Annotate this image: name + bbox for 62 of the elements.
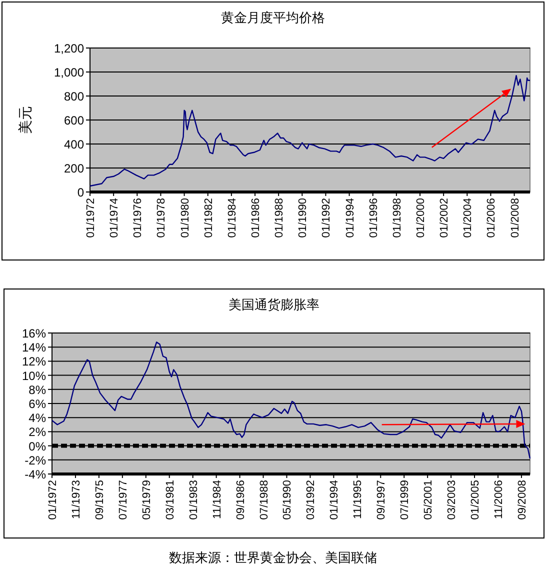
x-tick-label: 01/2000 [415, 198, 427, 238]
x-tick-label: 05/1990 [282, 480, 294, 520]
x-tick-label: 07/1988 [258, 480, 270, 520]
y-tick-label: 1,200 [54, 42, 84, 56]
y-tick-label: 6% [28, 397, 46, 411]
x-tick-label: 01/2002 [438, 198, 451, 238]
x-tick-label: 11/1995 [352, 480, 364, 519]
x-tick-label: 01/1984 [226, 198, 238, 238]
x-tick-label: 11/1973 [70, 480, 82, 519]
x-tick-label: 01/1994 [344, 198, 356, 238]
y-tick-label: 200 [64, 162, 84, 176]
x-tick-label: 03/2003 [446, 480, 458, 520]
y-tick-label: 800 [64, 90, 84, 104]
y-tick-label: 14% [22, 340, 46, 355]
x-tick-label: 11/2006 [492, 480, 505, 519]
y-tick-label: 400 [64, 138, 84, 152]
x-tick-label: 01/1978 [156, 198, 168, 238]
x-tick-label: 01/1983 [188, 480, 200, 520]
x-tick-label: 01/1982 [202, 198, 215, 238]
x-tick-label: 01/1980 [179, 198, 192, 238]
x-tick-label: 03/1992 [305, 480, 318, 520]
y-tick-label: 0 [77, 186, 84, 200]
x-tick-label: 01/2008 [509, 198, 522, 238]
x-tick-label: 05/1979 [140, 480, 153, 520]
x-tick-label: 01/1976 [132, 198, 144, 238]
x-tick-label: 01/1972 [47, 480, 59, 520]
x-tick-label: 09/1997 [376, 480, 388, 520]
y-tick-label: 600 [64, 114, 84, 128]
x-tick-label: 03/1981 [164, 480, 176, 520]
y-tick-label: 1,000 [54, 66, 84, 80]
x-tick-label: 01/1972 [85, 198, 97, 238]
y-tick-label: -2% [24, 453, 46, 468]
x-tick-label: 01/2006 [486, 198, 498, 238]
y-tick-label: 0% [28, 439, 46, 454]
y-axis-title: 美元 [17, 106, 33, 134]
x-tick-label: 09/2008 [516, 480, 528, 520]
x-tick-label: 01/2005 [470, 480, 482, 520]
x-tick-label: 01/1998 [391, 198, 404, 238]
chart-title: 黄金月度平均价格 [221, 10, 325, 25]
x-tick-label: 01/1988 [274, 198, 286, 238]
x-tick-label: 09/1975 [94, 480, 106, 520]
x-tick-label: 11/1984 [211, 480, 224, 519]
chart-title: 美国通货膨胀率 [228, 297, 320, 312]
y-tick-label: 8% [28, 382, 46, 397]
y-tick-label: -4% [24, 468, 46, 482]
x-tick-label: 01/1974 [108, 198, 121, 238]
y-tick-label: 4% [28, 411, 46, 426]
x-tick-label: 09/1986 [234, 480, 247, 520]
x-tick-label: 01/1990 [297, 198, 310, 238]
x-tick-label: 07/1999 [399, 480, 412, 520]
x-tick-label: 01/1994 [328, 480, 341, 520]
x-tick-label: 01/1992 [320, 198, 333, 238]
x-tick-label: 05/2001 [422, 480, 435, 520]
y-tick-label: 2% [28, 425, 46, 440]
x-tick-label: 07/1977 [117, 480, 130, 520]
x-tick-label: 01/1986 [250, 198, 262, 238]
y-tick-label: 10% [22, 368, 46, 383]
y-tick-label: 12% [22, 354, 46, 369]
source-note: 数据来源：世界黄金协会、美国联储 [169, 550, 377, 565]
y-tick-label: 16% [22, 326, 46, 340]
x-tick-label: 01/2004 [462, 198, 474, 238]
x-tick-label: 01/1996 [368, 198, 380, 238]
